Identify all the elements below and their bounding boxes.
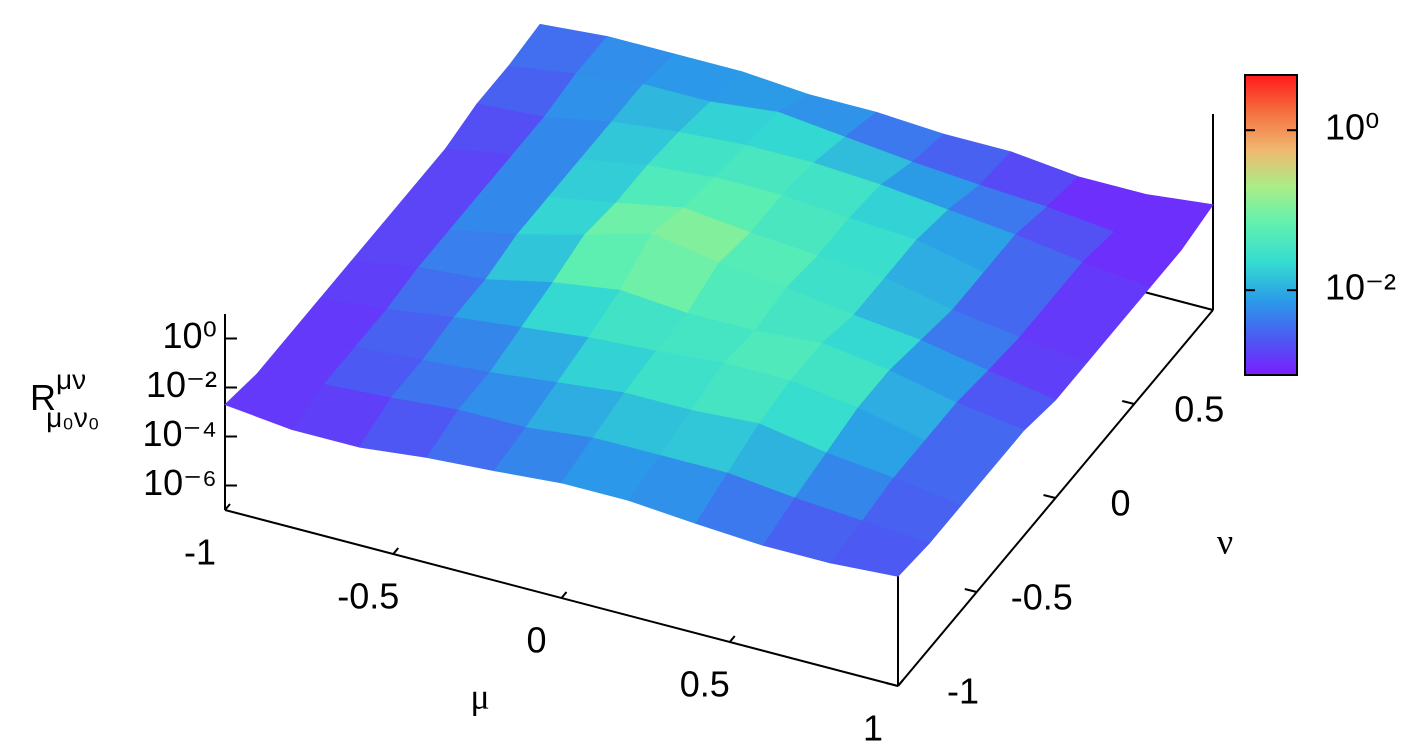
z-tick-label: 10⁰ (163, 315, 217, 356)
y-tick-label: 0.5 (1174, 389, 1224, 430)
surface-cell (829, 520, 931, 577)
y-tick (1043, 494, 1056, 499)
z-tick-label: 10⁻⁴ (142, 413, 217, 454)
x-tick-label: 0 (526, 620, 546, 661)
y-tick (1122, 400, 1135, 405)
x-tick-label: -0.5 (337, 576, 399, 617)
y-tick (964, 588, 977, 593)
x-tick-label: -1 (184, 532, 216, 573)
colorbar (1244, 74, 1298, 376)
z-label-base: R (30, 377, 56, 418)
colorbar-tick-label: 10⁻² (1325, 267, 1396, 308)
x-tick (728, 635, 736, 643)
y-tick-label: -1 (947, 671, 979, 712)
z-label-sub: μ₀ν₀ (46, 402, 99, 433)
surface (224, 23, 1214, 577)
x-tick-label: 0.5 (680, 664, 730, 705)
y-axis-label: ν (1217, 521, 1233, 561)
x-tick (897, 679, 904, 687)
x-tick-label: 1 (863, 708, 883, 744)
z-label-sup: μν (56, 364, 86, 395)
x-tick (560, 591, 568, 599)
z-tick-label: 10⁻⁶ (143, 462, 217, 503)
z-tick-label: 10⁻² (146, 364, 217, 405)
y-tick-label: 0 (1110, 483, 1130, 524)
y-tick-label: -0.5 (1011, 577, 1073, 618)
z-axis-label: Rμν μ₀ν₀ (30, 364, 100, 433)
colorbar-tick-label: 10⁰ (1325, 107, 1379, 148)
x-tick (392, 547, 400, 555)
y-tick (885, 682, 899, 687)
x-tick (224, 503, 231, 511)
x-axis-label: μ (470, 676, 489, 716)
